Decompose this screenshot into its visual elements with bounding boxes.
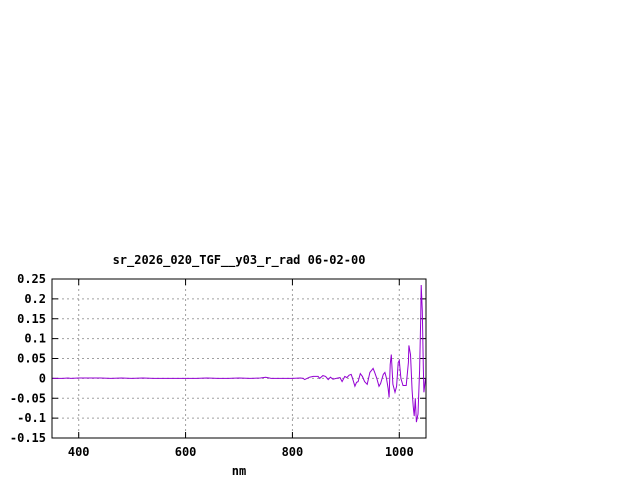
chart-title: sr_2026_020_TGF__y03_r_rad 06-02-00 [113,253,366,268]
x-tick-label: 1000 [385,445,414,459]
y-tick-label: -0.05 [10,391,46,405]
x-tick-label: 600 [175,445,197,459]
y-tick-label: 0.1 [24,332,46,346]
y-tick-label: 0.25 [17,272,46,286]
y-tick-label: 0.15 [17,312,46,326]
plot-border [51,278,427,439]
grid [52,279,426,438]
x-axis-label: nm [232,464,246,478]
x-tick-label: 800 [282,445,304,459]
y-axis: 0.25 0.2 0.15 0.1 0.05 0 -0.05 -0.1 -0.15 [10,272,426,445]
y-tick-label: 0.05 [17,352,46,366]
x-axis: 400 600 800 1000 [68,279,414,459]
y-tick-label: -0.15 [10,431,46,445]
y-tick-label: -0.1 [17,411,46,425]
series-line [52,284,426,423]
y-tick-label: 0.2 [24,292,46,306]
x-tick-label: 400 [68,445,90,459]
y-tick-label: 0 [39,371,46,385]
